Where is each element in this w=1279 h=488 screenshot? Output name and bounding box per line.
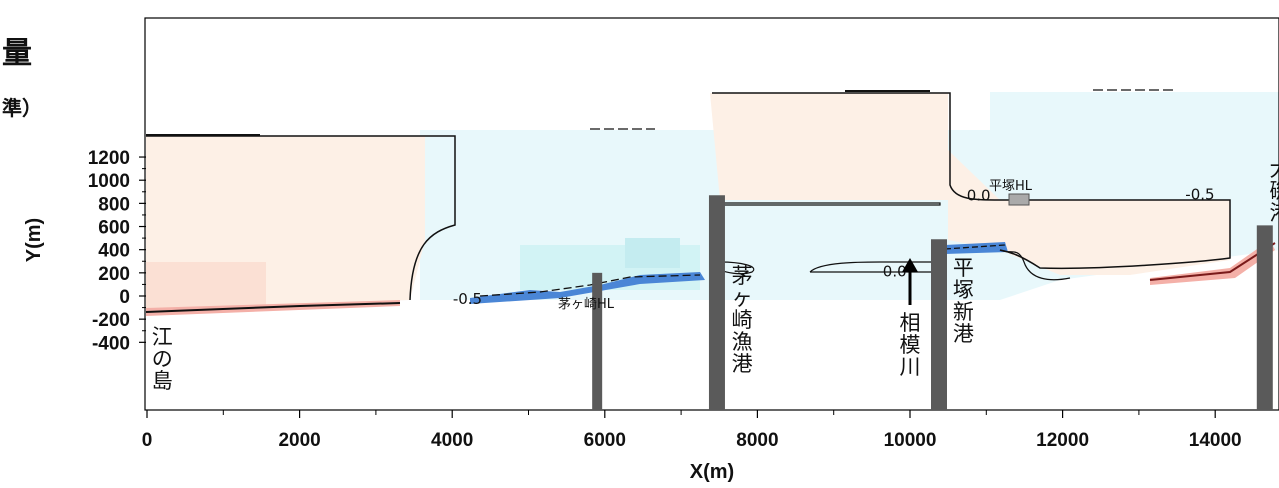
x-tick-label: 12000 [1036,430,1089,451]
contour-0-right-tip [999,249,1071,281]
y-tick-label: 1000 [88,171,130,192]
place-label: 相模川 [900,311,921,379]
x-tick-label: 14000 [1189,430,1242,451]
region-positive-left-mid [146,262,266,312]
y-tick-label: -200 [92,310,130,331]
structure-平塚新港 [930,239,947,410]
y-tick-label: 400 [98,241,130,262]
shoreline-left [145,302,401,313]
contour-0-bump [719,261,755,275]
contour-0-mid [809,261,940,273]
region-negative-strong-2 [945,242,1008,254]
x-tick-label: 6000 [584,430,626,451]
sagami-river-arrow [902,258,918,305]
place-label: 江の島 [152,325,173,393]
y-tick-label: 200 [98,264,130,285]
region-positive-right [948,150,1230,275]
structure-大磯港 [1256,225,1273,410]
contour-label: 0.0 [883,263,907,281]
x-tick-label: 8000 [736,430,778,451]
x-tick-label: 4000 [431,430,473,451]
hiratsuka-hl-box [1008,193,1030,206]
y-tick-label: 1200 [88,148,130,169]
chigasaki-hl-label: 茅ヶ崎HL [558,297,615,312]
place-labels: 江の島 茅ヶ崎漁港 相模川 平塚新港 大磯港 [152,157,1279,393]
structure-茅ヶ崎HL [592,272,603,410]
region-positive-upper [710,93,948,200]
y-axis-label: Y(m) [23,218,45,262]
place-label: 平塚新港 [953,256,974,346]
field-regions [145,89,1279,316]
y-tick-label: 0 [119,287,130,308]
x-axis: 0 2000 4000 6000 8000 10000 12000 14000 [142,410,1242,451]
region-negative-strong-1 [470,272,705,304]
contour-neg05-shore2 [944,244,1006,250]
hiratsuka-hl-label: 平塚HL [989,179,1033,194]
contour-label: -0.5 [1185,186,1214,204]
structures [592,195,1273,410]
contour-label: -0.5 [453,290,482,308]
y-tick-label: 800 [98,194,130,215]
contour-0-left [146,135,456,301]
contour-0-inner [720,202,941,206]
structure-茅ヶ崎漁港 [708,195,725,410]
title-fragment-sub: 準） [2,96,42,120]
x-axis-label: X(m) [690,461,734,483]
place-label: 茅ヶ崎漁港 [732,264,753,376]
contour-neg05-shore [479,274,701,297]
y-tick-label: -400 [92,333,130,354]
x-tick-label: 2000 [278,430,320,451]
contour-label: 0.0 [967,186,991,204]
title-fragment-main: 量 [2,36,32,71]
x-tick-label: 0 [142,430,153,451]
contour-labels: 0.0 -0.5 0.0 -0.5 [453,186,1215,308]
region-negative-mid-2 [625,238,680,268]
y-tick-label: 600 [98,218,130,239]
x-tick-label: 10000 [884,430,937,451]
contour-0-upper [712,92,1231,270]
place-label: 大磯港 [1270,157,1279,225]
region-shoreline-right [1150,240,1275,285]
